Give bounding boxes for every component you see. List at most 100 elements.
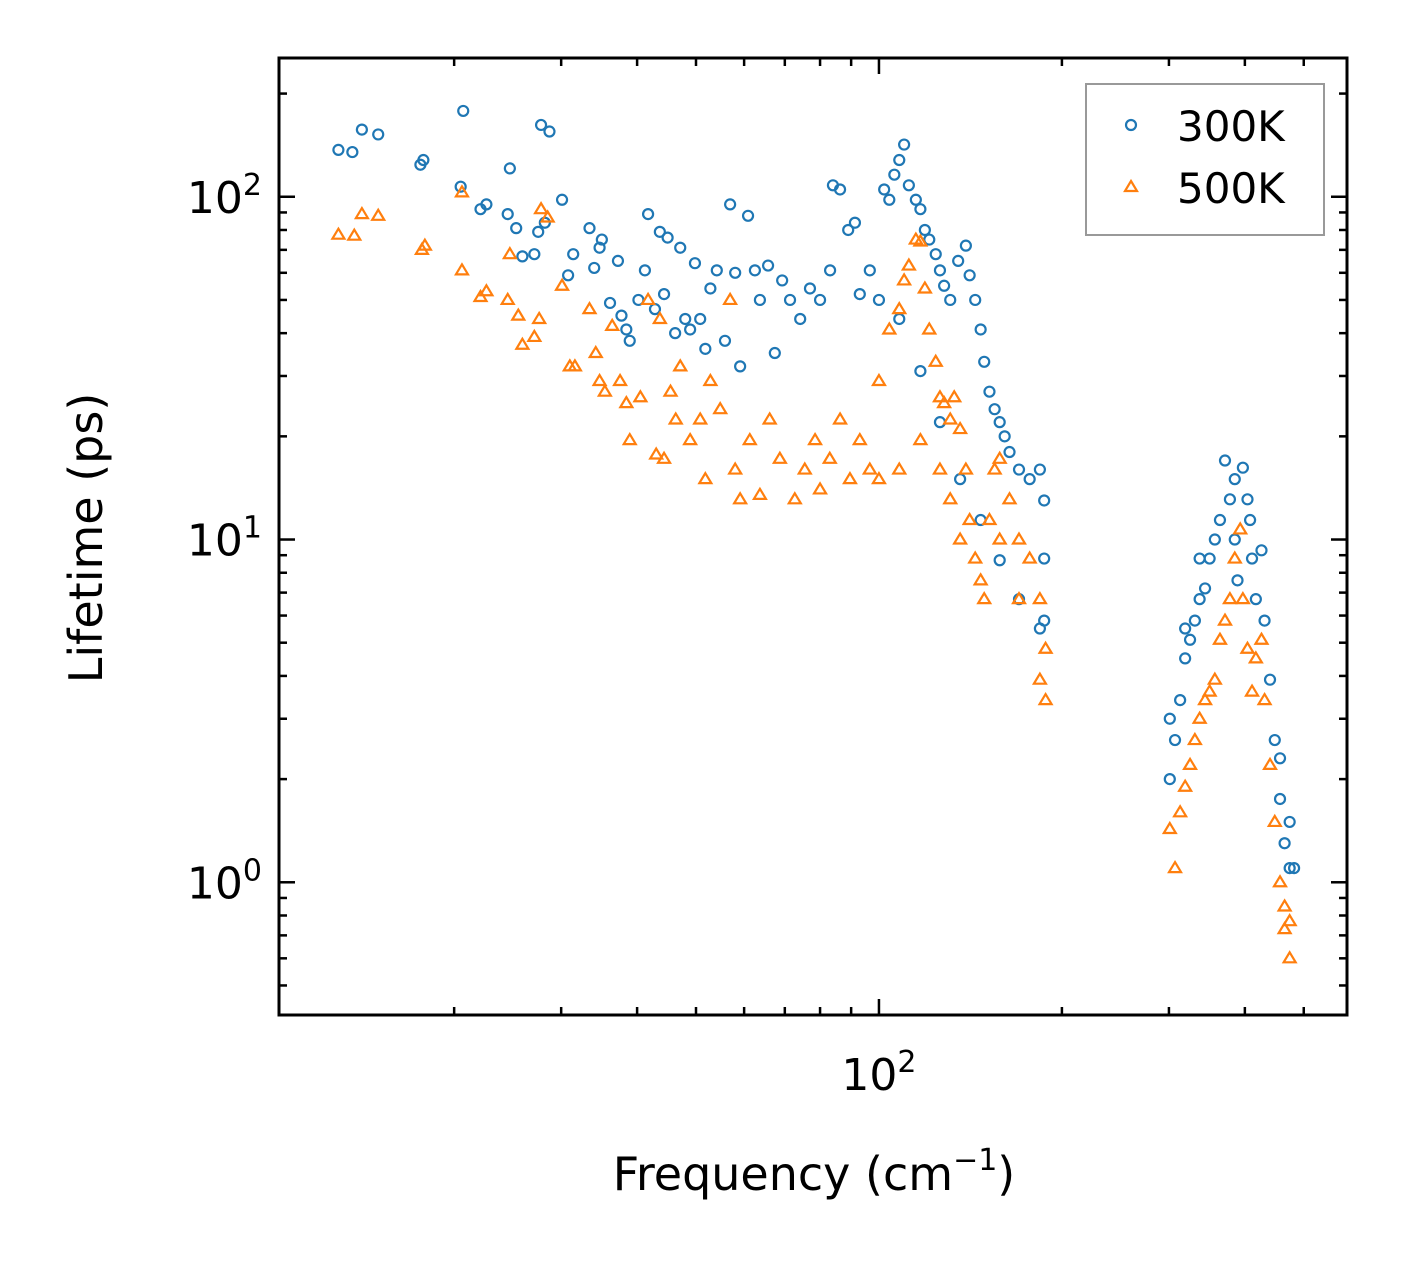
point-300k: [332, 143, 345, 156]
point-300k: [1208, 533, 1221, 546]
point-300k: [923, 233, 936, 246]
point-500k: [651, 310, 668, 325]
point-300k: [794, 312, 807, 326]
point-500k: [727, 461, 744, 475]
point-300k: [974, 323, 987, 336]
point-500k: [656, 450, 672, 464]
point-300k: [516, 250, 529, 263]
point-300k: [1193, 593, 1206, 606]
point-500k: [526, 328, 543, 343]
point-300k: [588, 261, 601, 275]
point-300k: [878, 183, 891, 196]
point-300k: [783, 293, 797, 307]
point-500k: [454, 184, 470, 198]
point-300k: [1218, 454, 1232, 467]
point-500k: [1266, 813, 1283, 828]
point-500k: [353, 205, 370, 220]
point-300k: [1203, 552, 1216, 565]
point-300k: [653, 225, 666, 238]
point-500k: [961, 511, 978, 526]
point-300k: [909, 193, 922, 206]
point-500k: [741, 431, 758, 446]
point-500k: [786, 491, 803, 505]
point-300k: [699, 342, 712, 355]
point-500k: [454, 262, 470, 276]
point-500k: [981, 511, 998, 526]
point-500k: [346, 227, 363, 241]
point-500k: [891, 461, 908, 475]
point-500k: [916, 280, 933, 294]
point-500k: [533, 201, 550, 215]
y-tick-label: 102: [187, 168, 262, 224]
point-300k: [823, 264, 837, 277]
point-500k: [416, 237, 433, 251]
point-500k: [891, 301, 908, 315]
point-300k: [454, 180, 467, 193]
point-300k: [532, 225, 545, 238]
point-300k: [1163, 772, 1176, 786]
point-300k: [1198, 582, 1212, 595]
point-300k: [372, 128, 385, 141]
point-500k: [1253, 631, 1270, 645]
point-500k: [900, 257, 917, 271]
point-300k: [657, 288, 671, 301]
point-300k: [555, 193, 569, 206]
point-300k: [593, 241, 606, 254]
point-300k: [583, 222, 596, 235]
point-300k: [918, 223, 931, 237]
point-300k: [1249, 593, 1262, 606]
y-tick-labels: 100 101 102: [187, 168, 262, 910]
point-500k: [1001, 491, 1018, 505]
point-300k: [959, 239, 972, 252]
point-500k: [861, 461, 878, 475]
point-500k: [832, 411, 849, 425]
point-300k: [898, 138, 911, 151]
point-300k: [480, 198, 493, 211]
point-300k: [1038, 494, 1051, 507]
point-300k: [848, 216, 862, 229]
point-500k: [1011, 531, 1027, 545]
point-300k: [1023, 473, 1036, 486]
point-300k: [669, 327, 682, 340]
point-300k: [1241, 493, 1254, 506]
point-300k: [1179, 622, 1192, 635]
point-300k: [679, 312, 692, 326]
point-300k: [457, 104, 470, 118]
point-300k: [853, 288, 866, 301]
point-500k: [912, 431, 929, 446]
point-500k: [807, 431, 824, 446]
point-300k: [893, 153, 906, 167]
point-500k: [510, 307, 527, 321]
point-300k: [768, 346, 781, 360]
point-300k: [417, 153, 430, 167]
point-500k: [1217, 612, 1233, 626]
point-500k: [621, 431, 638, 446]
point-300k: [503, 162, 516, 175]
point-300k: [724, 198, 737, 211]
point-300k: [1003, 445, 1016, 459]
point-500k: [751, 486, 768, 500]
point-300k: [1258, 614, 1271, 627]
point-300k: [741, 209, 755, 222]
point-500k: [1191, 710, 1208, 724]
point-300k: [1168, 733, 1182, 747]
point-300k: [952, 254, 965, 267]
point-500k: [591, 372, 608, 387]
legend-marker-500k: [1123, 178, 1139, 193]
point-500k: [952, 531, 969, 545]
point-500k: [581, 301, 598, 315]
point-500k: [662, 383, 679, 397]
point-500k: [986, 461, 1003, 475]
point-500k: [972, 572, 989, 586]
point-300k: [969, 293, 982, 307]
point-300k: [603, 296, 617, 310]
point-500k: [1276, 898, 1293, 912]
point-500k: [587, 344, 604, 359]
point-300k: [1213, 513, 1227, 527]
point-500k: [871, 471, 887, 485]
point-500k: [942, 491, 959, 505]
point-300k: [883, 193, 896, 206]
point-500k: [1272, 874, 1288, 888]
point-500k: [946, 389, 963, 403]
